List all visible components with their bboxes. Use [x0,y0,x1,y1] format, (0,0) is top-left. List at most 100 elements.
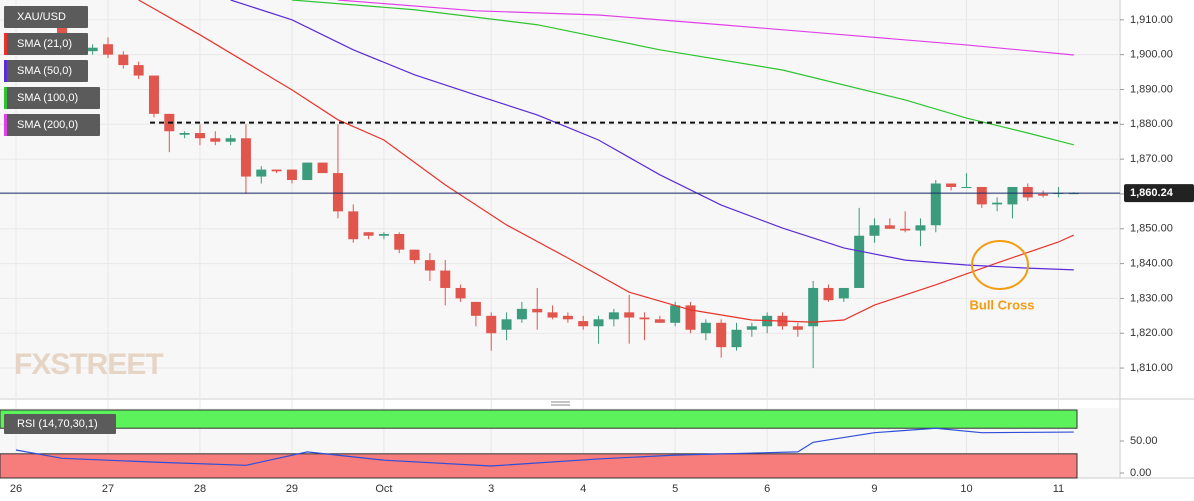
y-tick-label: 1,870.00 [1130,153,1173,165]
line-series [230,0,1074,271]
x-tick-label: 5 [672,483,678,495]
candle-body [409,249,420,261]
y-tick-label: 1,840.00 [1130,257,1173,269]
legend-box [4,33,88,55]
legend-box [4,60,88,82]
legend-box [4,114,100,136]
candle-body [792,326,803,330]
x-tick-label: 10 [960,483,972,495]
candle-body [685,305,696,330]
candle-body [716,322,727,348]
line-series [291,0,1074,146]
candle-body [516,308,527,320]
x-tick-label: 6 [764,483,770,495]
candle-body [317,162,328,174]
candle-body [501,319,512,330]
y-tick-label: 50.00 [1130,435,1158,447]
legend-label: SMA (100,0) [17,92,78,104]
legend-swatch [4,87,7,109]
oversold-zone [0,453,1078,479]
candle-body [1022,186,1033,198]
line-series [15,427,1074,467]
candle-body [976,186,987,205]
candle-body [486,315,497,334]
candle-body [639,317,650,320]
candle-body [148,75,159,114]
candle-body [240,138,251,177]
y-tick-label: 1,820.00 [1130,327,1173,339]
candle-body [547,312,558,318]
candle-body [470,301,481,316]
candle-body [654,319,665,323]
candle-body [363,232,374,236]
candle-body [210,138,221,142]
candle-body [900,228,911,231]
line-series [337,0,1074,56]
candle-body [378,233,389,236]
candle-body [348,211,359,240]
candle-body [87,47,98,52]
candle-body [225,138,236,142]
x-tick-label: 3 [488,483,494,495]
legend-label: SMA (200,0) [17,119,78,131]
x-tick-label: 28 [194,483,206,495]
candle-body [332,173,343,212]
candle-body [961,186,972,188]
candle-body [1007,186,1018,205]
x-tick-label: Oct [375,483,392,495]
candle-body [133,65,144,76]
candle-body [915,225,926,231]
y-tick-label: 1,880.00 [1130,118,1173,130]
y-tick-label: 1,830.00 [1130,292,1173,304]
last-price-box [1124,184,1194,203]
x-tick-label: 27 [102,483,114,495]
legend-label: RSI (14,70,30,1) [17,418,98,430]
candle-body [455,287,466,299]
y-tick-label: 1,910.00 [1130,14,1173,26]
candle-body [256,169,267,177]
candle-body [884,225,895,229]
candle-body [578,321,589,327]
candle-body [808,287,819,327]
candle-body [118,54,129,66]
candle-body [608,312,619,320]
candle-body [179,133,190,135]
candle-body [946,183,957,187]
x-tick-label: 11 [1053,483,1064,495]
legend-label: SMA (50,0) [17,65,72,77]
candle-body [746,326,757,330]
annotation: Bull Cross [969,297,1034,312]
line-series [138,0,1075,323]
candle-body [670,305,681,323]
x-tick-label: 9 [871,483,877,495]
resize-handle[interactable] [551,401,570,406]
legend-box [4,6,88,28]
candle-body [562,315,573,320]
legend-swatch [4,33,7,55]
legend-swatch [4,114,7,136]
watermark: FXSTREET [14,348,163,381]
legend-box [4,414,116,434]
candle-body [194,133,205,139]
legend-swatch [4,60,7,82]
y-tick-label: 1,900.00 [1130,49,1173,61]
candle-body [823,287,834,301]
y-tick-label: 1,810.00 [1130,362,1173,374]
candle-body [286,169,297,181]
candle-body [271,169,282,172]
candle-body [930,183,941,226]
candle-body [394,233,405,250]
plot-bg [0,0,1120,398]
candle-body [302,162,313,181]
candle-body [869,225,880,236]
y-tick-label: 0.00 [1130,467,1151,479]
y-tick-label: 1,850.00 [1130,223,1173,235]
candle-body [102,44,113,55]
candle-body [731,329,742,348]
legend-label: SMA (21,0) [17,38,72,50]
x-tick-label: 26 [10,483,22,495]
candle-body [532,308,543,313]
annotation-circle [971,240,1029,290]
candle-body [992,202,1003,205]
